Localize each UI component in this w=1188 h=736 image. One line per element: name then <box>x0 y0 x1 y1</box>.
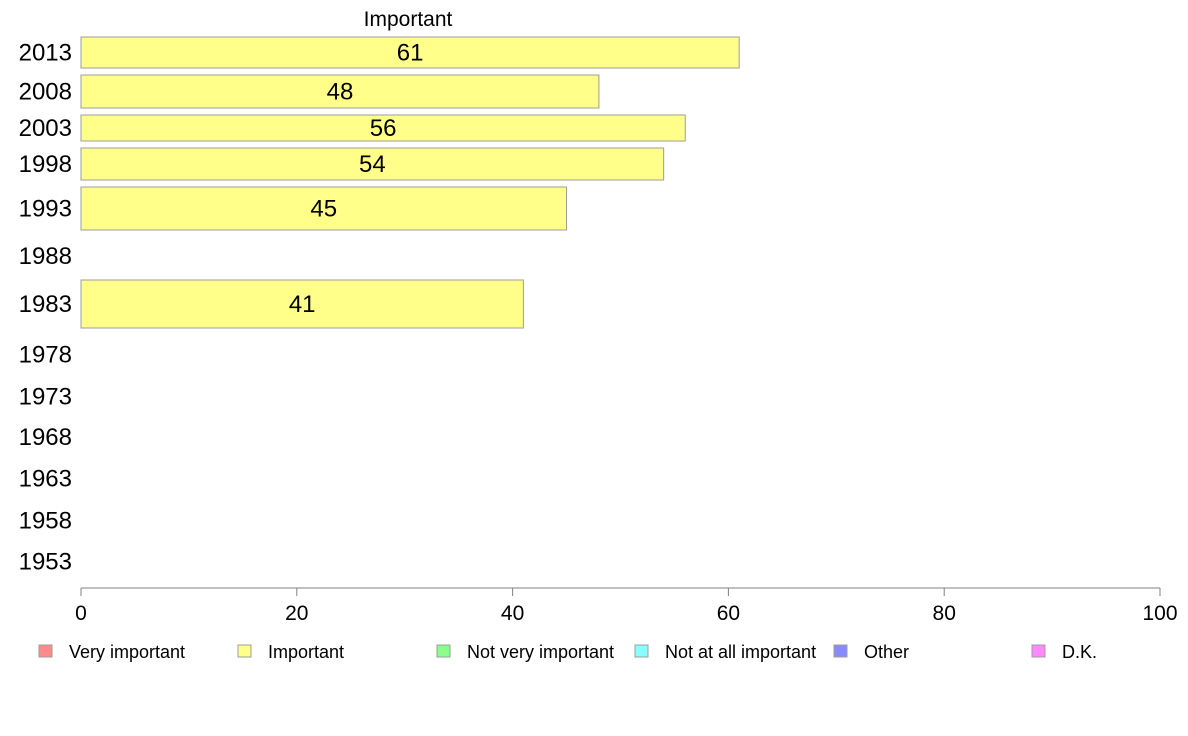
legend-swatch <box>1031 644 1046 658</box>
legend-label: D.K. <box>1062 642 1097 662</box>
y-tick-label: 1963 <box>19 466 72 493</box>
x-tick-label: 40 <box>501 602 524 625</box>
y-tick-label: 1988 <box>19 243 72 270</box>
legend-label: Not at all important <box>665 642 816 662</box>
legend-swatch <box>436 644 451 658</box>
y-tick-label: 1968 <box>19 424 72 451</box>
x-tick-label: 60 <box>717 602 740 625</box>
legend-swatch <box>38 644 53 658</box>
y-tick-label: 1973 <box>19 384 72 411</box>
x-axis: 0 20 40 60 80 100 <box>75 587 1178 625</box>
bar <box>80 114 686 142</box>
y-tick-label: 1953 <box>19 549 72 576</box>
bar-data-label: 48 <box>327 79 354 106</box>
bar <box>80 279 524 329</box>
y-tick-label: 1993 <box>19 196 72 223</box>
legend-swatch <box>833 644 848 658</box>
legend-label: Not very important <box>467 642 614 662</box>
bar-data-label: 61 <box>397 40 424 67</box>
bar-data-label: 45 <box>310 196 337 223</box>
legend-label: Other <box>864 642 909 662</box>
y-axis-labels: 2013 2008 2003 1998 1993 1988 1983 1978 1973 1968… <box>19 40 72 576</box>
bar <box>80 147 665 181</box>
y-tick-label: 2003 <box>19 115 72 142</box>
x-tick-label: 100 <box>1142 602 1177 625</box>
legend-label: Important <box>268 642 344 662</box>
bar <box>80 74 600 109</box>
bar <box>80 36 740 69</box>
legend-label: Very important <box>69 642 185 662</box>
x-tick-label: 0 <box>75 602 87 625</box>
legend: Very important Important Not very importan… <box>38 642 1097 662</box>
y-tick-label: 1998 <box>19 151 72 178</box>
x-tick-label: 80 <box>933 602 956 625</box>
x-tick-label: 20 <box>285 602 308 625</box>
y-tick-label: 2008 <box>19 79 72 106</box>
y-tick-label: 1983 <box>19 291 72 318</box>
y-tick-label: 2013 <box>19 40 72 67</box>
legend-swatch <box>237 644 252 658</box>
bar-data-label: 56 <box>370 115 397 142</box>
bar <box>80 186 568 231</box>
chart-title: Important <box>364 8 453 31</box>
y-tick-label: 1958 <box>19 508 72 535</box>
bars: 61 48 56 54 45 41 <box>80 36 740 329</box>
y-tick-label: 1978 <box>19 342 72 369</box>
bar-data-label: 41 <box>289 291 316 318</box>
bar-data-label: 54 <box>359 151 386 178</box>
legend-swatch <box>634 644 649 658</box>
